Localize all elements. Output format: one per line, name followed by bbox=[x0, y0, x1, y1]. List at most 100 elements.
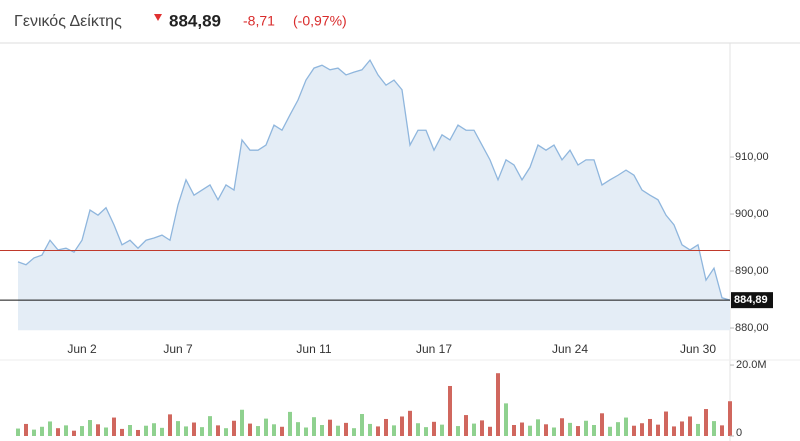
volume-bar bbox=[584, 420, 588, 436]
volume-bar bbox=[416, 423, 420, 436]
volume-bar bbox=[200, 427, 204, 436]
volume-bar bbox=[40, 426, 44, 436]
volume-bar bbox=[632, 425, 636, 436]
volume-bar bbox=[432, 421, 436, 436]
volume-bar bbox=[672, 426, 676, 436]
volume-bar bbox=[360, 414, 364, 436]
volume-bar bbox=[552, 427, 556, 436]
volume-bar bbox=[664, 411, 668, 436]
volume-bar bbox=[488, 426, 492, 436]
volume-bar bbox=[232, 420, 236, 436]
x-tick-label: Jun 7 bbox=[163, 342, 193, 356]
volume-bar bbox=[296, 422, 300, 436]
volume-bar bbox=[656, 424, 660, 436]
volume-bar bbox=[288, 411, 292, 436]
volume-bar bbox=[704, 409, 708, 436]
volume-bar bbox=[176, 421, 180, 436]
volume-bar bbox=[408, 410, 412, 436]
volume-bar bbox=[88, 420, 92, 436]
volume-bar bbox=[96, 424, 100, 436]
volume-bar bbox=[136, 429, 140, 436]
y-tick-label: 900,00 bbox=[735, 208, 769, 220]
volume-bar bbox=[728, 401, 732, 436]
volume-bar bbox=[168, 414, 172, 436]
volume-bar bbox=[192, 422, 196, 436]
volume-bar bbox=[400, 416, 404, 436]
volume-bar bbox=[512, 425, 516, 436]
y2-tick-label: 20.0M bbox=[736, 359, 767, 371]
volume-bar bbox=[264, 418, 268, 436]
volume-bar bbox=[504, 403, 508, 436]
volume-bar bbox=[376, 426, 380, 436]
volume-bar bbox=[320, 425, 324, 436]
volume-bar bbox=[312, 417, 316, 436]
volume-bar bbox=[48, 421, 52, 436]
volume-bar bbox=[72, 430, 76, 436]
volume-bar bbox=[64, 425, 68, 436]
volume-bar bbox=[384, 418, 388, 436]
y-tick-label: 910,00 bbox=[735, 151, 769, 163]
volume-bar bbox=[128, 425, 132, 436]
volume-bar bbox=[440, 424, 444, 436]
last-price-label: 884,89 bbox=[734, 294, 768, 306]
volume-bar bbox=[240, 409, 244, 436]
volume-bar bbox=[592, 425, 596, 436]
volume-bar bbox=[280, 426, 284, 436]
x-tick-label: Jun 17 bbox=[416, 342, 452, 356]
volume-bar bbox=[568, 422, 572, 436]
volume-bar bbox=[712, 421, 716, 436]
volume-bar bbox=[520, 422, 524, 436]
volume-bar bbox=[184, 426, 188, 436]
volume-bar bbox=[144, 425, 148, 436]
volume-bar bbox=[720, 425, 724, 436]
volume-bar bbox=[528, 425, 532, 436]
volume-bar bbox=[648, 418, 652, 436]
volume-bar bbox=[352, 428, 356, 436]
y2-tick-label: 0 bbox=[736, 427, 742, 439]
index-title: Γενικός Δείκτης bbox=[14, 13, 122, 30]
volume-bar bbox=[248, 423, 252, 436]
volume-bar bbox=[608, 426, 612, 436]
volume-bar bbox=[272, 424, 276, 436]
volume-bar bbox=[368, 423, 372, 436]
volume-bar bbox=[680, 421, 684, 436]
change-percent: (-0,97%) bbox=[293, 13, 347, 29]
y-tick-label: 880,00 bbox=[735, 322, 769, 334]
volume-bar bbox=[392, 425, 396, 436]
last-price-box bbox=[731, 292, 773, 309]
volume-bar bbox=[536, 419, 540, 436]
volume-bar bbox=[560, 418, 564, 436]
price: 884,89 bbox=[169, 11, 221, 30]
volume-bar bbox=[104, 427, 108, 436]
volume-bar bbox=[328, 419, 332, 436]
x-tick-label: Jun 24 bbox=[552, 342, 588, 356]
volume-bar bbox=[600, 413, 604, 436]
volume-bar bbox=[344, 422, 348, 436]
volume-bar bbox=[472, 423, 476, 436]
change: -8,71 bbox=[243, 13, 275, 29]
volume-bar bbox=[208, 416, 212, 436]
volume-bar bbox=[456, 426, 460, 436]
volume-bar bbox=[16, 428, 20, 436]
volume-bar bbox=[304, 427, 308, 436]
volume-bar bbox=[224, 428, 228, 436]
volume-bar bbox=[216, 425, 220, 436]
down-arrow bbox=[154, 14, 162, 21]
volume-bar bbox=[616, 422, 620, 436]
y-tick-label: 890,00 bbox=[735, 265, 769, 277]
volume-bar bbox=[152, 423, 156, 436]
volume-bar bbox=[80, 426, 84, 436]
area-fill bbox=[18, 60, 730, 331]
volume-bar bbox=[24, 423, 28, 436]
x-tick-label: Jun 11 bbox=[296, 342, 331, 356]
volume-bar bbox=[424, 427, 428, 436]
x-tick-label: Jun 2 bbox=[67, 342, 97, 356]
price-line bbox=[17, 58, 731, 301]
volume-bar bbox=[464, 415, 468, 436]
volume-bar bbox=[160, 427, 164, 436]
volume-bar bbox=[640, 423, 644, 436]
volume-bar bbox=[112, 417, 116, 436]
volume-bar bbox=[624, 417, 628, 436]
